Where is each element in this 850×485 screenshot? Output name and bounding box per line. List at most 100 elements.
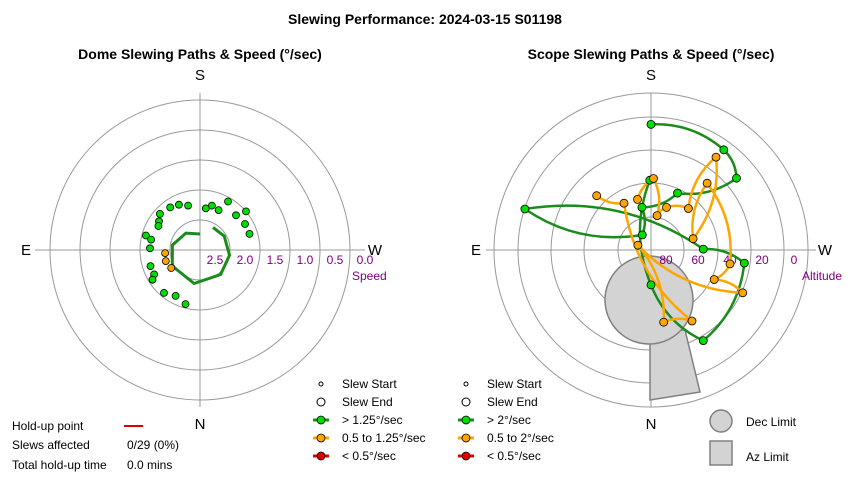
holdup-point-label: Hold-up point bbox=[12, 419, 84, 433]
scope-tick-label: 80 bbox=[659, 253, 673, 267]
scope-slew-path bbox=[652, 177, 661, 216]
scope-slew-marker bbox=[633, 240, 643, 250]
dome-slew-points bbox=[141, 197, 254, 309]
scope-slew-path bbox=[524, 204, 705, 251]
scope-slew-marker bbox=[520, 204, 530, 214]
dome-panel: Dome Slewing Paths & Speed (°/sec) S N E… bbox=[21, 46, 387, 433]
dome-slew-marker bbox=[148, 275, 157, 284]
dome-slew-marker bbox=[171, 291, 180, 300]
dome-slew-marker bbox=[167, 264, 176, 272]
scope-slew-path bbox=[636, 244, 666, 323]
scope-compass-e: E bbox=[471, 242, 481, 259]
dec-limit-label: Dec Limit bbox=[746, 415, 797, 429]
dome-slew-marker bbox=[201, 204, 210, 213]
scope-slew-marker bbox=[702, 178, 712, 188]
dome-tick-label: 0.0 bbox=[357, 253, 374, 267]
scope-slew-marker bbox=[711, 152, 721, 162]
dome-slew-marker bbox=[224, 197, 232, 206]
dome-title: Dome Slewing Paths & Speed (°/sec) bbox=[78, 46, 322, 62]
scope-slew-path bbox=[706, 182, 732, 265]
holdup-time-label: Total hold-up time bbox=[12, 458, 107, 472]
scope-slew-marker bbox=[698, 244, 708, 254]
scope-slew-marker bbox=[633, 194, 642, 204]
legend-end-marker bbox=[316, 397, 326, 407]
dome-slew-paths bbox=[170, 226, 232, 286]
dome-slew-marker bbox=[232, 211, 240, 220]
legend-medium-marker bbox=[316, 433, 326, 443]
scope-legend-fast-marker bbox=[461, 415, 471, 425]
dome-slew-marker bbox=[154, 222, 163, 230]
scope-panel: Scope Slewing Paths & Speed (°/sec) S N … bbox=[471, 46, 842, 433]
holdup-info: Hold-up point Slews affected 0/29 (0%) T… bbox=[12, 419, 179, 472]
dome-slew-marker bbox=[184, 201, 193, 210]
scope-slew-marker bbox=[688, 234, 698, 244]
dome-legend: Slew Start Slew End > 1.25°/sec 0.5 to 1… bbox=[313, 377, 426, 463]
dome-slew-marker bbox=[161, 257, 170, 266]
scope-slew-path bbox=[691, 182, 709, 239]
dome-slew-marker bbox=[161, 249, 170, 258]
scope-slew-marker bbox=[738, 288, 748, 298]
dome-slew-marker bbox=[242, 207, 250, 216]
scope-title: Scope Slewing Paths & Speed (°/sec) bbox=[528, 46, 775, 62]
dome-speed-ticks: 2.5 2.0 1.5 1.0 0.5 0.0 bbox=[207, 253, 374, 267]
dome-slew-marker bbox=[241, 220, 249, 228]
holdup-slews-label: Slews affected bbox=[12, 438, 90, 452]
scope-dec-limit-region bbox=[604, 255, 694, 345]
scope-slew-marker bbox=[646, 120, 656, 129]
scope-slew-path bbox=[649, 284, 704, 342]
holdup-time-value: 0.0 mins bbox=[127, 458, 172, 472]
dome-legend-start: Slew Start bbox=[342, 377, 397, 391]
dome-slew-marker bbox=[214, 206, 223, 215]
scope-slew-marker bbox=[687, 316, 697, 326]
scope-legend-medium: 0.5 to 2°/sec bbox=[487, 431, 554, 445]
scope-slew-path bbox=[650, 123, 725, 151]
scope-compass-w: W bbox=[818, 242, 833, 259]
scope-tick-label: 20 bbox=[755, 253, 769, 267]
scope-legend-end-marker bbox=[461, 397, 471, 407]
scope-compass-n: N bbox=[646, 416, 657, 433]
dome-scale-label: Speed bbox=[352, 269, 387, 283]
dome-tick-label: 0.5 bbox=[327, 253, 344, 267]
dome-slew-marker bbox=[181, 300, 190, 309]
scope-slew-marker bbox=[719, 145, 729, 155]
scope-slew-path bbox=[524, 207, 643, 239]
dome-slew-marker bbox=[245, 229, 254, 238]
dome-slew-marker bbox=[146, 244, 154, 253]
dome-slew-marker bbox=[146, 262, 155, 271]
scope-slew-marker bbox=[725, 259, 735, 269]
dome-slew-path bbox=[170, 226, 232, 286]
dec-limit-swatch bbox=[709, 409, 733, 433]
scope-slew-path bbox=[692, 156, 718, 240]
scope-slew-marker bbox=[637, 230, 647, 240]
legend-fast-marker bbox=[316, 415, 326, 425]
az-limit-label: Az Limit bbox=[746, 450, 789, 464]
dome-slew-marker bbox=[141, 231, 150, 240]
dome-tick-label: 1.0 bbox=[297, 253, 314, 267]
scope-slew-path bbox=[636, 244, 743, 295]
scope-slew-marker bbox=[637, 202, 647, 212]
dome-compass-n: N bbox=[195, 416, 206, 433]
scope-compass-s: S bbox=[646, 67, 656, 84]
scope-tick-label: 60 bbox=[691, 253, 705, 267]
dome-tick-label: 2.5 bbox=[207, 253, 224, 267]
scope-slew-marker bbox=[684, 204, 693, 213]
scope-slew-marker bbox=[649, 174, 658, 183]
scope-legend-slow-marker bbox=[461, 451, 471, 461]
dome-slew-marker bbox=[147, 235, 156, 244]
scope-tick-label: 0 bbox=[791, 253, 798, 267]
dome-compass-w: W bbox=[368, 242, 383, 259]
legend-start-marker bbox=[318, 381, 324, 387]
scope-legend-medium-marker bbox=[461, 433, 471, 443]
dome-slew-marker bbox=[155, 209, 164, 218]
scope-slew-marker bbox=[646, 280, 656, 290]
dome-tick-label: 1.5 bbox=[267, 253, 284, 267]
holdup-slews-value: 0/29 (0%) bbox=[127, 438, 179, 452]
scope-legend-end: Slew End bbox=[487, 395, 538, 409]
scope-slew-path bbox=[702, 262, 746, 342]
scope-slew-marker bbox=[739, 258, 749, 268]
scope-slew-marker bbox=[673, 188, 682, 198]
scope-slew-marker bbox=[709, 275, 719, 284]
scope-slew-marker bbox=[662, 202, 671, 212]
figure-title: Slewing Performance: 2024-03-15 S01198 bbox=[288, 11, 562, 27]
